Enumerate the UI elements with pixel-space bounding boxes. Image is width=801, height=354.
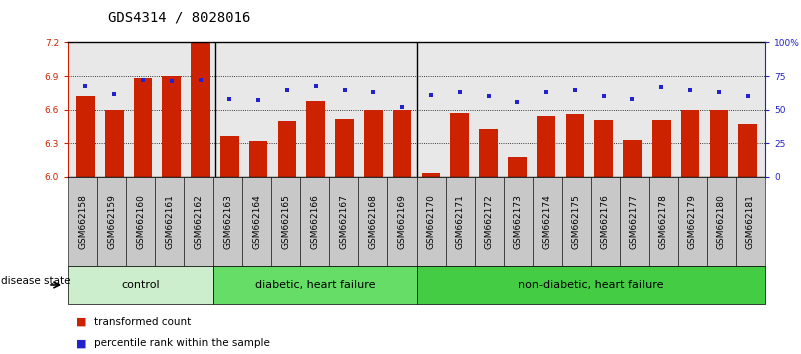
Point xyxy=(223,96,235,102)
Text: GSM662160: GSM662160 xyxy=(136,194,145,249)
Bar xyxy=(191,42,210,177)
Bar xyxy=(623,140,642,177)
Text: diabetic, heart failure: diabetic, heart failure xyxy=(255,280,375,290)
Point xyxy=(108,91,121,96)
Bar xyxy=(134,78,152,177)
Point xyxy=(194,77,207,83)
Bar xyxy=(392,110,412,177)
Text: GSM662174: GSM662174 xyxy=(543,194,552,249)
Bar xyxy=(335,119,354,177)
Text: control: control xyxy=(122,280,160,290)
Bar xyxy=(508,157,527,177)
Text: GSM662181: GSM662181 xyxy=(746,194,755,249)
Bar xyxy=(710,110,728,177)
Point xyxy=(569,87,582,92)
Point xyxy=(626,96,639,102)
Bar xyxy=(566,114,584,177)
Point xyxy=(338,87,351,92)
Text: disease state: disease state xyxy=(1,276,70,286)
Bar xyxy=(681,110,699,177)
Text: GSM662170: GSM662170 xyxy=(427,194,436,249)
Point xyxy=(165,79,178,84)
Point xyxy=(712,90,725,95)
Bar xyxy=(450,113,469,177)
Text: GSM662168: GSM662168 xyxy=(368,194,377,249)
Text: GSM662162: GSM662162 xyxy=(195,194,203,249)
Bar xyxy=(739,124,757,177)
Text: GSM662159: GSM662159 xyxy=(107,194,116,249)
Point xyxy=(79,83,92,88)
Point xyxy=(540,90,553,95)
Text: GSM662177: GSM662177 xyxy=(630,194,638,249)
Text: GSM662158: GSM662158 xyxy=(78,194,87,249)
Text: GSM662171: GSM662171 xyxy=(456,194,465,249)
Bar xyxy=(364,110,383,177)
Text: GSM662175: GSM662175 xyxy=(572,194,581,249)
Point xyxy=(280,87,293,92)
Text: GSM662166: GSM662166 xyxy=(311,194,320,249)
Point xyxy=(598,93,610,99)
Text: GSM662164: GSM662164 xyxy=(252,194,261,249)
Text: GDS4314 / 8028016: GDS4314 / 8028016 xyxy=(108,11,251,25)
Text: transformed count: transformed count xyxy=(94,317,191,327)
Point xyxy=(367,90,380,95)
Point xyxy=(425,92,437,98)
Text: GSM662167: GSM662167 xyxy=(340,194,348,249)
Point xyxy=(684,87,697,92)
Text: non-diabetic, heart failure: non-diabetic, heart failure xyxy=(518,280,663,290)
Point xyxy=(136,77,149,83)
Bar xyxy=(479,129,498,177)
Point xyxy=(482,93,495,99)
Text: GSM662178: GSM662178 xyxy=(659,194,668,249)
Text: ■: ■ xyxy=(76,338,87,348)
Bar xyxy=(537,116,555,177)
Text: GSM662169: GSM662169 xyxy=(397,194,406,249)
Text: ■: ■ xyxy=(76,317,87,327)
Point xyxy=(511,99,524,104)
Text: GSM662176: GSM662176 xyxy=(601,194,610,249)
Point xyxy=(396,104,409,110)
Text: GSM662173: GSM662173 xyxy=(513,194,522,249)
Bar xyxy=(421,172,441,177)
Bar xyxy=(278,121,296,177)
Text: GSM662179: GSM662179 xyxy=(688,194,697,249)
Bar xyxy=(76,96,95,177)
Text: GSM662165: GSM662165 xyxy=(281,194,290,249)
Text: GSM662163: GSM662163 xyxy=(223,194,232,249)
Bar xyxy=(105,110,123,177)
Bar xyxy=(306,101,325,177)
Bar xyxy=(594,120,613,177)
Bar xyxy=(652,120,670,177)
Bar xyxy=(249,141,268,177)
Text: GSM662161: GSM662161 xyxy=(165,194,174,249)
Point xyxy=(655,84,668,90)
Point xyxy=(252,97,264,103)
Bar xyxy=(220,136,239,177)
Point xyxy=(309,83,322,88)
Bar xyxy=(163,76,181,177)
Point xyxy=(453,90,466,95)
Text: GSM662180: GSM662180 xyxy=(717,194,726,249)
Point xyxy=(741,93,754,99)
Text: GSM662172: GSM662172 xyxy=(485,194,493,249)
Text: percentile rank within the sample: percentile rank within the sample xyxy=(94,338,270,348)
